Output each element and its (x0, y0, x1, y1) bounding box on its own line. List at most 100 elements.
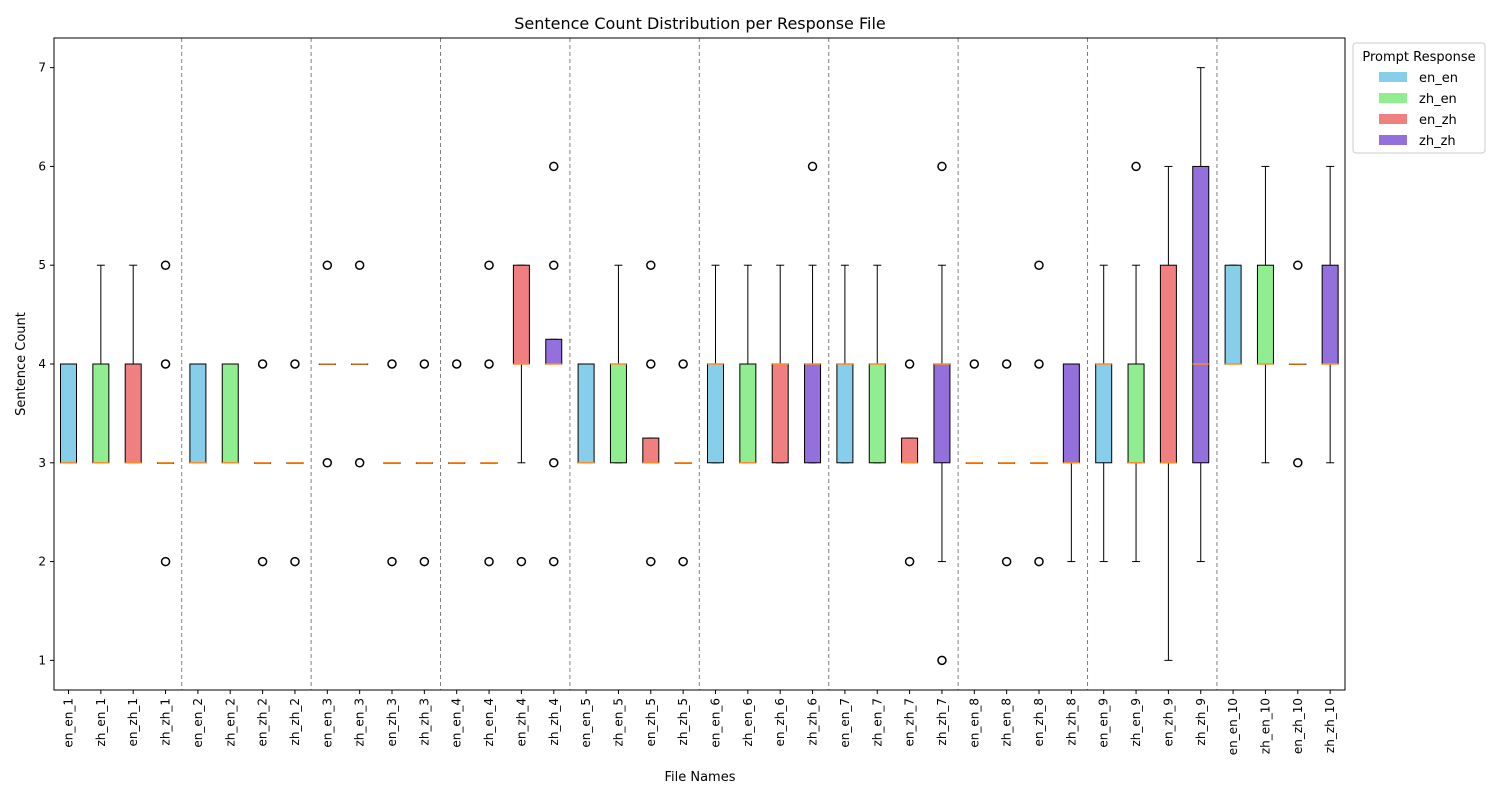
box-body (642, 437, 660, 464)
box-zh_zh_9 (1192, 67, 1210, 563)
box-zh_en_3 (351, 260, 369, 468)
x-tick-label: en_zh_7 (903, 698, 917, 747)
box-body (1224, 264, 1242, 365)
x-tick-label: en_zh_9 (1161, 698, 1175, 747)
outlier-point (1001, 556, 1012, 567)
x-tick-label: en_zh_6 (773, 698, 787, 747)
x-tick-label: en_en_6 (709, 698, 723, 748)
outlier-point (419, 556, 430, 567)
legend-label-en_en: en_en (1419, 71, 1458, 86)
box-body (933, 363, 951, 464)
y-axis: 1 2 3 4 5 6 7 (38, 61, 54, 667)
box-body (868, 363, 886, 464)
box-body (577, 363, 595, 464)
box-en_zh_2 (254, 359, 272, 567)
box-en_en_4 (448, 359, 466, 464)
outlier-point (354, 260, 365, 270)
box-en_zh_8 (1030, 260, 1048, 567)
outlier-point (904, 556, 915, 567)
box-en_zh_5 (642, 260, 660, 567)
legend: Prompt Response en_en zh_en en_zh zh_zh (1352, 42, 1486, 154)
box-en_zh_3 (383, 359, 401, 567)
y-tick-label: 3 (38, 456, 46, 470)
outlier-point (484, 359, 494, 369)
outlier-point (549, 161, 559, 172)
outlier-point (160, 359, 171, 369)
box-body (60, 363, 77, 464)
x-tick-label: zh_zh_9 (1194, 698, 1208, 745)
outlier-point (451, 359, 462, 369)
box-zh_zh_4 (545, 161, 563, 567)
box-body (771, 363, 789, 464)
x-tick-label: en_en_4 (450, 698, 464, 748)
x-tick-label: en_en_1 (62, 698, 76, 748)
box-zh_en_2 (221, 363, 239, 464)
box-zh_en_10 (1256, 165, 1274, 464)
box-zh_en_1 (92, 264, 110, 464)
box-zh_en_7 (868, 264, 886, 464)
outlier-point (290, 556, 300, 567)
chart-title: Sentence Count Distribution per Response… (514, 14, 886, 33)
box-body (1062, 363, 1080, 464)
y-tick-label: 1 (38, 653, 46, 667)
outlier-point (1293, 458, 1303, 468)
x-tick-label: zh_en_8 (1000, 698, 1014, 747)
outlier-point (646, 556, 656, 567)
y-tick-label: 4 (38, 357, 46, 371)
outlier-point (516, 556, 527, 567)
box-zh_zh_5 (674, 359, 692, 567)
outlier-point (549, 556, 559, 567)
outlier-point (160, 556, 171, 567)
outlier-point (1034, 260, 1044, 270)
x-tick-label: zh_en_7 (870, 698, 884, 747)
outlier-point (904, 359, 915, 369)
box-zh_en_9 (1127, 161, 1145, 563)
box-zh_zh_6 (804, 161, 822, 464)
outlier-point (322, 260, 333, 270)
outlier-point (678, 359, 688, 369)
outlier-point (257, 359, 268, 369)
box-en_en_10 (1224, 264, 1242, 365)
x-tick-label: zh_en_6 (741, 698, 755, 747)
legend-label-en_zh: en_zh (1419, 113, 1457, 128)
outlier-point (1034, 359, 1044, 369)
outlier-point (678, 556, 688, 567)
box-zh_zh_2 (286, 359, 304, 567)
box-body (1321, 264, 1339, 365)
outlier-point (322, 458, 333, 468)
outlier-point (937, 161, 947, 172)
x-tick-label: en_zh_4 (514, 698, 528, 747)
box-en_en_3 (318, 260, 336, 468)
x-tick-label: zh_zh_8 (1064, 698, 1078, 745)
outlier-point (937, 655, 947, 666)
outlier-point (387, 556, 397, 567)
box-en_zh_6 (771, 264, 789, 464)
x-tick-label: zh_zh_4 (547, 698, 561, 745)
box-body (545, 338, 563, 365)
outlier-point (160, 260, 171, 270)
x-tick-label: en_en_2 (191, 698, 205, 748)
box-body (124, 363, 142, 464)
x-tick-label: zh_zh_10 (1323, 698, 1337, 753)
x-tick-label: zh_en_10 (1258, 698, 1272, 754)
x-tick-label: zh_en_4 (482, 698, 496, 747)
box-en_zh_10 (1289, 260, 1307, 468)
y-tick-label: 5 (38, 258, 46, 272)
x-tick-label: zh_zh_1 (159, 698, 173, 745)
x-tick-label: zh_en_5 (611, 698, 625, 747)
x-tick-label: en_en_10 (1226, 698, 1240, 755)
x-tick-label: zh_en_1 (94, 698, 108, 747)
x-tick-label: en_zh_5 (644, 698, 658, 747)
x-tick-label: zh_zh_5 (676, 698, 690, 745)
outlier-point (1001, 359, 1012, 369)
outlier-point (484, 556, 494, 567)
box-en_zh_7 (901, 359, 919, 567)
outlier-point (387, 359, 397, 369)
box-body (901, 437, 919, 464)
x-tick-label: zh_zh_2 (288, 698, 302, 745)
plot-area (60, 38, 1339, 690)
x-tick-label: en_en_5 (579, 698, 593, 748)
x-axis-label: File Names (664, 770, 735, 785)
legend-label-zh_en: zh_en (1419, 92, 1457, 107)
box-zh_zh_1 (157, 260, 175, 567)
